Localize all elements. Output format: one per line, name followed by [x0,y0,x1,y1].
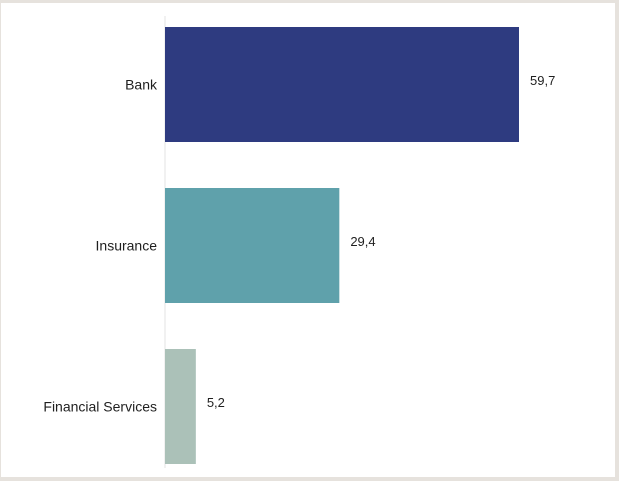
bar-bank [165,27,519,142]
data-label-financial-services: 5,2 [207,395,225,410]
data-labels-group: 59,7 29,4 5,2 [207,73,555,410]
data-label-insurance: 29,4 [350,234,375,249]
category-labels-group: Bank Insurance Financial Services [43,77,158,415]
category-label-insurance: Insurance [96,238,158,254]
bar-financial-services [165,349,196,464]
category-label-financial-services: Financial Services [43,399,157,415]
bars-group [165,27,519,464]
data-label-bank: 59,7 [530,73,555,88]
category-label-bank: Bank [125,77,158,93]
bar-insurance [165,188,340,303]
